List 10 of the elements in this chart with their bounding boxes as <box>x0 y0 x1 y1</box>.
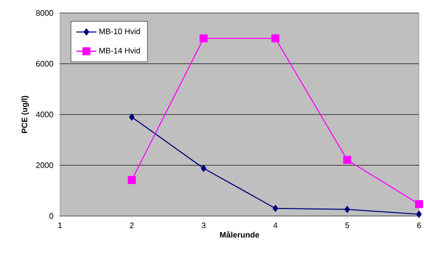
point <box>200 34 208 42</box>
point <box>128 176 136 184</box>
point <box>416 210 422 218</box>
point <box>415 200 424 208</box>
point <box>129 114 135 121</box>
point <box>344 206 350 213</box>
point <box>200 164 206 172</box>
point <box>343 156 352 164</box>
point <box>271 34 280 42</box>
point <box>272 204 278 212</box>
